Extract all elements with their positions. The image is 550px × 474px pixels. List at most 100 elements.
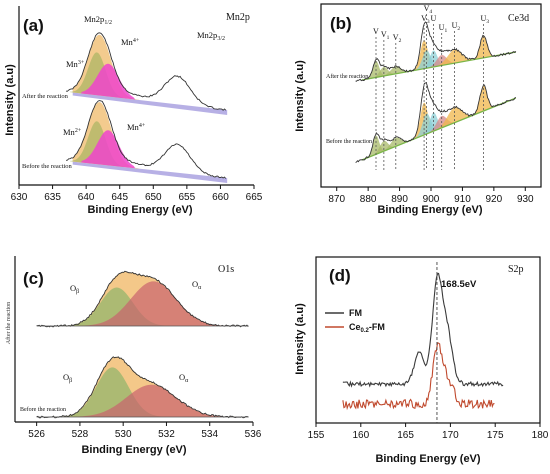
panel-c-peak-oalpha: [36, 384, 249, 417]
panel-b-peak-label-v: V: [373, 27, 379, 36]
panel-a-before-label: Before the reaction: [22, 163, 73, 170]
panel-c-plot: [36, 270, 249, 419]
panel-b-peak-label-u3: U3: [480, 14, 489, 25]
panel-c-oa-label: Oα: [192, 279, 202, 291]
panel-c-x-tick-label: 536: [245, 429, 262, 440]
panel-b-label: (b): [330, 14, 352, 33]
panel-a-title: Mn2p: [226, 12, 250, 23]
panel-b-baseline: [361, 51, 516, 81]
panel-b-xlabel: Binding Energy (eV): [377, 204, 482, 216]
panel-d-x-tick-label: 155: [308, 430, 325, 441]
panel-c-x-tick-label: 528: [72, 429, 89, 440]
panel-d-series-fm: [342, 272, 504, 388]
panel-b-x-tick-label: 920: [486, 194, 503, 205]
panel-a-ticks: 630 635 640 645 650 655 660 665: [11, 185, 263, 203]
panel-b-peak-label-v1: V1: [381, 30, 390, 41]
panel-d-title: S2p: [508, 264, 524, 275]
panel-c-ticks: 526 528 530 532 534 536: [28, 422, 262, 440]
panel-b-spectrum-after: [355, 21, 517, 82]
panel-a-x-tick-label: 650: [145, 192, 162, 203]
panel-c-spectrum-before: [36, 356, 249, 419]
panel-c-ob2-label: Oβ: [63, 372, 72, 384]
panel-c-peak-obeta: [36, 367, 249, 417]
panel-b-x-tick-label: 890: [391, 194, 408, 205]
panel-a-mn3-label: Mn3+: [66, 59, 85, 69]
panel-a-after-label: After the reaction: [22, 93, 69, 100]
panel-c-ob-label: Oβ: [70, 283, 79, 295]
panel-a-label: (a): [23, 16, 44, 35]
panel-a-spectrum-before: [65, 100, 227, 179]
panel-a-mn2-label: Mn2+: [63, 127, 82, 137]
panel-a-x-tick-label: 645: [111, 192, 128, 203]
panel-c-label: (c): [23, 269, 44, 288]
panel-d-x-tick-label: 165: [397, 430, 414, 441]
panel-d-legend-ce: Ce0.2-FM: [349, 322, 385, 334]
panel-d-label: (d): [329, 266, 351, 285]
panel-a-baseline: [72, 161, 228, 183]
panel-b-ylabel: Intensity (a.u): [294, 60, 306, 132]
panel-b-x-tick-label: 880: [360, 194, 377, 205]
panel-a-x-tick-label: 655: [179, 192, 196, 203]
panel-a-mn2p32-label: Mn2p3/2: [197, 30, 225, 42]
panel-c-after-label: After the reaction: [5, 302, 12, 344]
panel-b-x-tick-label: 900: [423, 194, 440, 205]
panel-b-peak-label-u2: U2: [452, 21, 461, 32]
panel-a-plot: [65, 32, 228, 183]
panel-a-x-tick-label: 630: [11, 192, 28, 203]
panel-d-frame: [315, 256, 541, 424]
panel-b-spectrum-before: [355, 81, 517, 163]
panel-a-x-tick-label: 665: [246, 192, 263, 203]
panel-b-peak-label-v3: V3: [421, 14, 430, 25]
panel-b-peak-label-u: U: [431, 14, 437, 23]
panel-a-spectrum-after: [65, 32, 227, 111]
panel-c-title: O1s: [218, 264, 234, 275]
panel-c-oa2-label: Oα: [179, 372, 189, 384]
panel-a-mn2p12-label: Mn2p1/2: [84, 14, 112, 26]
panel-b-component: [430, 49, 479, 68]
panel-b-x-tick-label: 870: [328, 194, 345, 205]
panel-c-peak-oalpha: [36, 281, 249, 326]
panel-d-x-tick-label: 180: [532, 430, 549, 441]
panel-b-after-label: After the reaction: [326, 73, 368, 80]
panel-c-spectrum-after: [36, 270, 249, 328]
panel-c-x-tick-label: 532: [158, 429, 175, 440]
panel-b-peak-label-v4: V4: [424, 4, 433, 15]
panel-a-frame: [10, 3, 264, 185]
panel-b-before-label: Before the reaction: [326, 138, 372, 145]
panel-b-title: Ce3d: [508, 13, 529, 24]
panel-a-peak-mn4: [81, 63, 136, 100]
panel-d-series-ce: [342, 342, 495, 411]
panel-a-x-tick-label: 640: [78, 192, 95, 203]
panel-d-xlabel: Binding Energy (eV): [375, 453, 480, 465]
panel-d-x-tick-label: 170: [442, 430, 459, 441]
panel-c: 526 528 530 532 534 536 (c) O1s Oβ Oα After t…: [5, 256, 262, 456]
panel-d-x-tick-label: 160: [352, 430, 369, 441]
panel-a-x-tick-label: 660: [212, 192, 229, 203]
panel-b-ticks: 870 880 890 900 910 920 930: [328, 187, 534, 205]
panel-d-peak-label: 168.5eV: [441, 279, 477, 290]
panel-b-frame: [320, 3, 542, 188]
panel-b-x-tick-label: 930: [517, 194, 534, 205]
panel-b-peak-label-v2: V2: [393, 33, 402, 44]
panel-c-before-label: Before the reaction: [20, 406, 66, 413]
panel-b-peak-label-u1: U1: [439, 23, 448, 34]
panel-c-x-tick-label: 526: [28, 429, 45, 440]
panel-a-x-tick-label: 635: [44, 192, 61, 203]
panel-a-peak-mn4: [81, 130, 136, 169]
panel-d-x-tick-label: 175: [487, 430, 504, 441]
panel-a-mn4-label: Mn4+: [121, 37, 140, 47]
panel-a: 630 635 640 645 650 655 660 665 (a) Mn2p Mn2p1/…: [4, 3, 264, 216]
panel-b-component: [471, 35, 496, 61]
panel-d-ticks: 155 160 165 170 175 180: [308, 423, 549, 441]
panel-d: 155 160 165 170 175 180 (d) S2p 168.5eV FM Ce…: [294, 256, 549, 465]
panel-b-baseline: [361, 97, 517, 161]
panel-c-xlabel: Binding Energy (eV): [81, 444, 186, 456]
panel-a-baseline: [72, 92, 228, 115]
panel-d-ylabel: Intensity (a.u): [294, 303, 306, 375]
panel-a-mn4b-label: Mn4+: [127, 122, 146, 132]
panel-c-x-tick-label: 530: [115, 429, 132, 440]
panel-d-legend-fm: FM: [349, 308, 362, 318]
